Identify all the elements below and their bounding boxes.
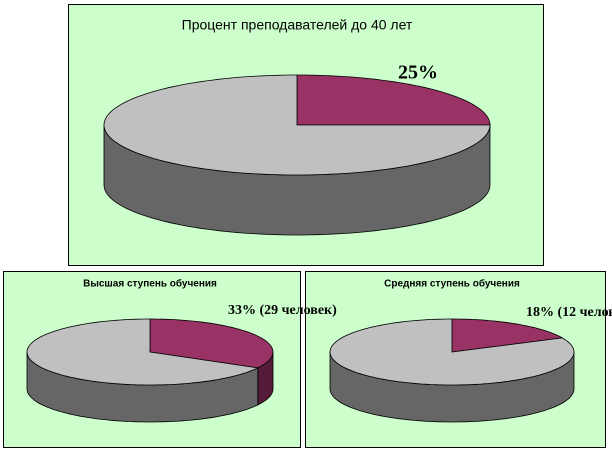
- chart-title: Высшая ступень обучения: [83, 278, 217, 290]
- chart-title: Процент преподавателей до 40 лет: [182, 17, 413, 33]
- data-label: 25%: [398, 62, 438, 84]
- pie-slice: [451, 318, 564, 353]
- pie-slice: [329, 318, 575, 386]
- pie-slice: [296, 74, 491, 126]
- data-label: 18% (12 человек): [526, 305, 612, 320]
- chart-title: Средняя ступень обучения: [384, 278, 520, 290]
- pie-slice: [103, 74, 491, 176]
- pie-slice: [26, 318, 260, 386]
- data-label: 33% (29 человек): [228, 303, 337, 318]
- pie-slice: [149, 318, 274, 369]
